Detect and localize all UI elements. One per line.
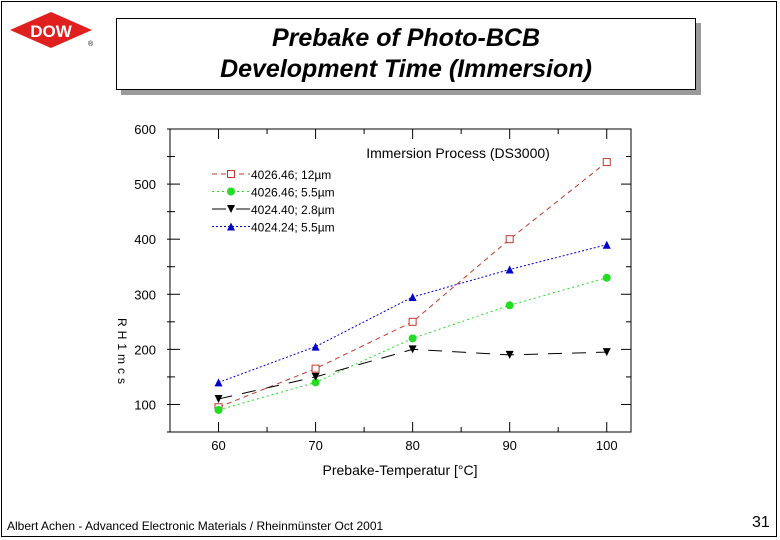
data-point-square: [227, 170, 235, 178]
title-line-1: Prebake of Photo-BCB: [271, 24, 541, 52]
data-point-triangle-up: [227, 222, 235, 231]
x-tick-label: 70: [308, 438, 322, 453]
data-point-triangle-down: [408, 345, 417, 354]
legend-item-1: 4026.46; 12µm: [212, 168, 331, 182]
legend-item-4: 4024.24; 5.5µm: [212, 221, 335, 235]
legend-item-2: 4026.46; 5.5µm: [212, 186, 335, 200]
x-tick-label: 100: [596, 438, 618, 453]
x-tick-label: 60: [211, 438, 225, 453]
data-point-triangle-up: [408, 293, 417, 302]
series-4: [214, 240, 611, 387]
y-tick-label: 500: [134, 177, 156, 192]
legend-label: 4024.24; 5.5µm: [251, 221, 335, 235]
x-axis-label: Prebake-Temperatur [°C]: [323, 462, 478, 478]
plot-area: [169, 128, 632, 433]
data-point-square: [408, 317, 417, 326]
dow-logo: DOW ®: [10, 12, 94, 48]
data-point-triangle-down: [214, 394, 223, 403]
y-tick-label: 400: [134, 232, 156, 247]
y-tick-label: 600: [134, 122, 156, 137]
series-layer: [214, 158, 611, 414]
data-point-triangle-up: [214, 378, 223, 387]
data-point-triangle-up: [505, 265, 514, 274]
data-point-circle: [214, 405, 223, 414]
x-tick-label: 90: [502, 438, 516, 453]
legend: 4026.46; 12µm 4026.46; 5.5µm 4024.40; 2.8µ…: [212, 168, 335, 235]
legend-label: 4024.40; 2.8µm: [251, 203, 335, 217]
y-tick-label: 300: [134, 287, 156, 302]
data-point-triangle-down: [311, 372, 320, 381]
chart-title: Immersion Process (DS3000): [366, 145, 550, 161]
x-tick-label: 80: [405, 438, 419, 453]
data-point-square: [602, 158, 611, 167]
series-line: [218, 244, 607, 383]
data-point-square: [311, 364, 320, 373]
series-line: [218, 348, 607, 400]
data-point-square: [505, 235, 514, 244]
page-number: 31: [752, 514, 770, 531]
title-line-2: Development Time (Immersion): [220, 55, 592, 83]
footer-text: Albert Achen - Advanced Electronic Mater…: [7, 519, 384, 533]
title-box: Prebake of Photo-BCB Development Time (I…: [116, 18, 696, 90]
data-point-circle: [505, 301, 514, 310]
data-point-triangle-down: [602, 348, 611, 357]
data-point-triangle-down: [505, 350, 514, 359]
data-point-circle: [227, 187, 235, 196]
data-point-triangle-down: [227, 205, 235, 213]
legend-label: 4026.46; 12µm: [251, 168, 331, 182]
series-3: [214, 345, 611, 403]
tick-labels: 100 200 300 400 500 600 60 70 80 90 100: [134, 122, 617, 453]
data-point-circle: [311, 378, 320, 387]
y-tick-label: 100: [134, 397, 156, 412]
data-point-triangle-up: [602, 240, 611, 249]
tick-marks: [167, 128, 631, 433]
data-point-circle: [408, 334, 417, 343]
series-2: [214, 273, 611, 414]
data-point-triangle-up: [311, 342, 320, 351]
legend-label: 4026.46; 5.5µm: [251, 186, 335, 200]
y-axis-label: RH1mcs: [115, 318, 129, 384]
logo-diamond-shape: [10, 12, 92, 48]
data-point-circle: [602, 273, 611, 282]
registered-mark: ®: [88, 40, 94, 48]
y-tick-label: 200: [134, 342, 156, 357]
series-line: [218, 161, 608, 408]
legend-item-3: 4024.40; 2.8µm: [212, 203, 335, 217]
logo-text: DOW: [30, 22, 73, 41]
